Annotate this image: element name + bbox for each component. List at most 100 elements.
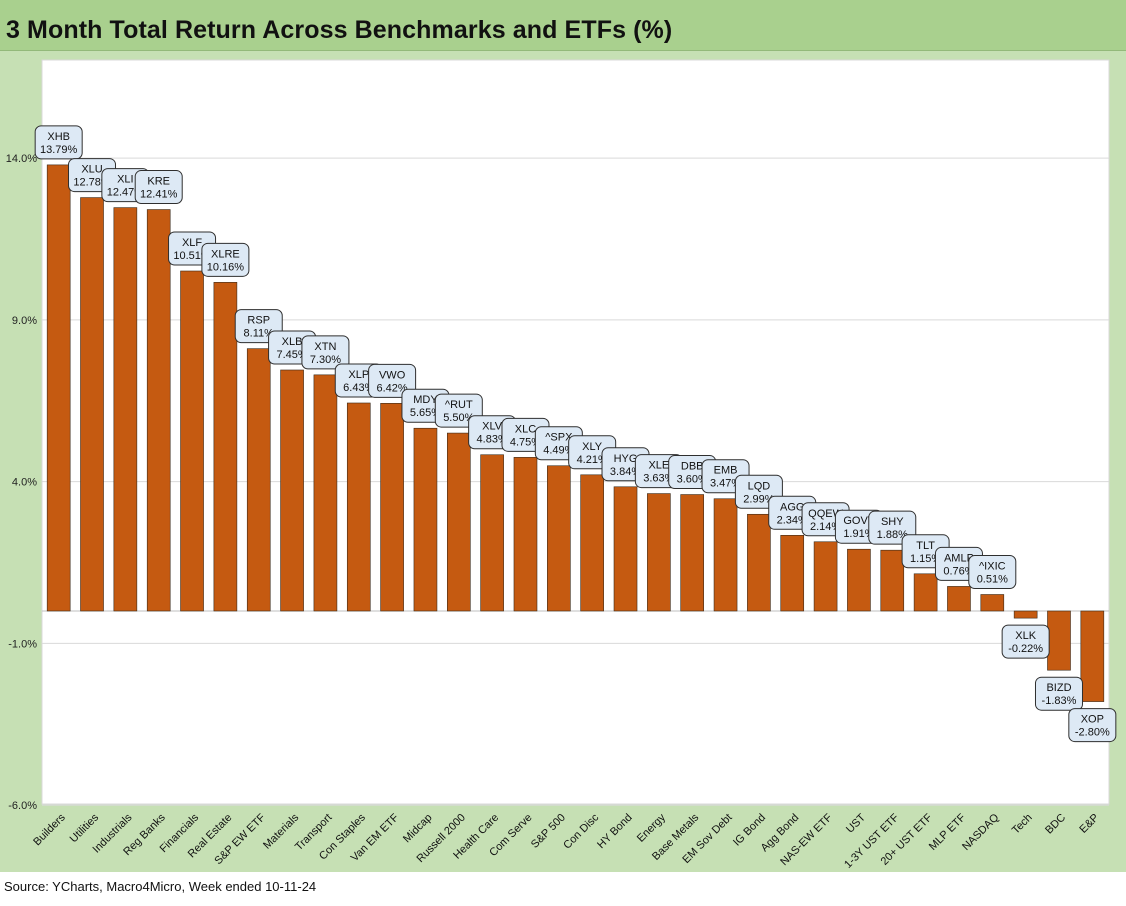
y-tick-label: -1.0% — [8, 638, 37, 650]
data-label-value: 10.16% — [207, 261, 245, 273]
bar-chart: 14.0%9.0%4.0%-1.0%-6.0%Builders Utilities… — [6, 59, 1117, 871]
y-tick-label: -6.0% — [8, 800, 37, 812]
data-label-ticker: XLF — [182, 237, 202, 249]
data-label-ticker: XLB — [282, 336, 303, 348]
bar-xlre — [213, 282, 238, 612]
source-note: Source: YCharts, Macro4Micro, Week ended… — [4, 879, 317, 894]
x-tick-label: Builders — [31, 811, 68, 848]
chart-title: 3 Month Total Return Across Benchmarks a… — [6, 16, 673, 44]
data-label-ticker: XTN — [314, 341, 336, 353]
bar-xlc — [513, 457, 538, 612]
bar-amlp — [947, 586, 971, 612]
data-label-box — [134, 170, 183, 205]
data-label-ticker: KRE — [147, 176, 170, 188]
data-label-ticker: AMLP — [944, 552, 974, 564]
data-label-box — [301, 335, 350, 370]
data-label-ticker: XLC — [515, 423, 536, 435]
data-label-box — [1068, 708, 1117, 743]
data-label-box — [968, 555, 1017, 590]
bar-agg — [780, 535, 805, 612]
data-label-ticker: XLV — [482, 421, 503, 433]
data-label-ticker: BIZD — [1046, 682, 1071, 694]
data-label-ticker: XLP — [348, 369, 369, 381]
data-label-ticker: ^IXIC — [979, 561, 1006, 573]
data-label-value: 13.79% — [40, 144, 78, 156]
bar-vwo — [380, 403, 404, 612]
data-label-ticker: HYG — [614, 453, 638, 465]
y-tick-label: 14.0% — [6, 153, 37, 165]
data-label-value: 1.88% — [877, 529, 908, 541]
bar-qqew — [813, 541, 838, 612]
data-label-ticker: XLE — [648, 460, 669, 472]
data-label-value: -2.80% — [1075, 727, 1110, 739]
data-label-value: 7.30% — [310, 354, 341, 366]
bar-xlk — [1013, 610, 1038, 619]
data-label-value: 1.15% — [910, 553, 941, 565]
data-label-value: 1.91% — [843, 528, 874, 540]
data-label-box — [201, 242, 250, 277]
bar-shy — [880, 549, 905, 612]
bar-govt — [847, 548, 871, 612]
bar-dbb — [680, 494, 705, 612]
bar-spx — [547, 465, 571, 612]
data-label-ticker: XLY — [582, 441, 603, 453]
data-label-box — [1034, 676, 1083, 711]
y-tick-label: 9.0% — [12, 315, 37, 327]
bar-tlt — [913, 573, 938, 612]
data-label-box — [34, 125, 83, 160]
data-label-ticker: XHB — [47, 131, 70, 143]
data-label-ticker: XOP — [1081, 714, 1104, 726]
y-tick-label: 4.0% — [12, 477, 37, 489]
data-label-value: 8.11% — [244, 328, 275, 340]
data-label-ticker: DBB — [681, 461, 704, 473]
data-label-ticker: EMB — [714, 465, 738, 477]
data-label-value: -1.83% — [1042, 695, 1077, 707]
data-label-value: 4.49% — [543, 445, 574, 457]
data-label-box — [368, 363, 417, 398]
data-label-value: 2.34% — [777, 514, 808, 526]
data-label-value: 2.99% — [743, 493, 774, 505]
bar-xlu — [80, 197, 104, 612]
data-label-value: 5.50% — [443, 412, 474, 424]
data-label: XOP-2.80% — [1068, 708, 1117, 743]
x-tick-label: HY Bond — [595, 812, 634, 851]
data-label-value: 0.51% — [977, 574, 1008, 586]
data-label-value: 12.41% — [140, 189, 178, 201]
data-label-ticker: LQD — [748, 480, 771, 492]
x-tick-label: UST — [844, 811, 868, 835]
data-label-ticker: MDY — [413, 394, 438, 406]
data-label-ticker: XLK — [1015, 630, 1036, 642]
x-tick-label: E&P — [1077, 812, 1101, 836]
title-bar: 3 Month Total Return Across Benchmarks a… — [0, 0, 1126, 51]
x-tick-label: Tech — [1010, 812, 1035, 837]
data-label-value: -0.22% — [1008, 643, 1043, 655]
bar-bizd — [1047, 610, 1071, 671]
data-label-value: 4.75% — [510, 436, 541, 448]
data-label: BIZD-1.83% — [1034, 676, 1083, 711]
data-label-value: 3.63% — [643, 473, 674, 485]
bar-emb — [713, 498, 738, 612]
data-label-ticker: ^RUT — [445, 399, 473, 411]
data-label-value: 4.21% — [577, 454, 608, 466]
bar-xop — [1080, 610, 1105, 702]
data-label-ticker: ^SPX — [545, 432, 573, 444]
bar-xtn — [313, 374, 338, 612]
data-label-value: 7.45% — [276, 349, 307, 361]
bar-xlv — [480, 454, 504, 612]
data-label-value: 3.47% — [710, 478, 741, 490]
data-label-ticker: XLU — [81, 164, 102, 176]
bar-mdy — [413, 427, 438, 612]
bar-xlp — [346, 402, 371, 612]
data-label-ticker: SHY — [881, 516, 904, 528]
bar-lqd — [747, 513, 771, 612]
x-tick-label: BDC — [1043, 812, 1068, 837]
bar-rsp — [246, 348, 271, 612]
data-label-ticker: GOVT — [843, 515, 874, 527]
bar-kre — [146, 209, 171, 612]
